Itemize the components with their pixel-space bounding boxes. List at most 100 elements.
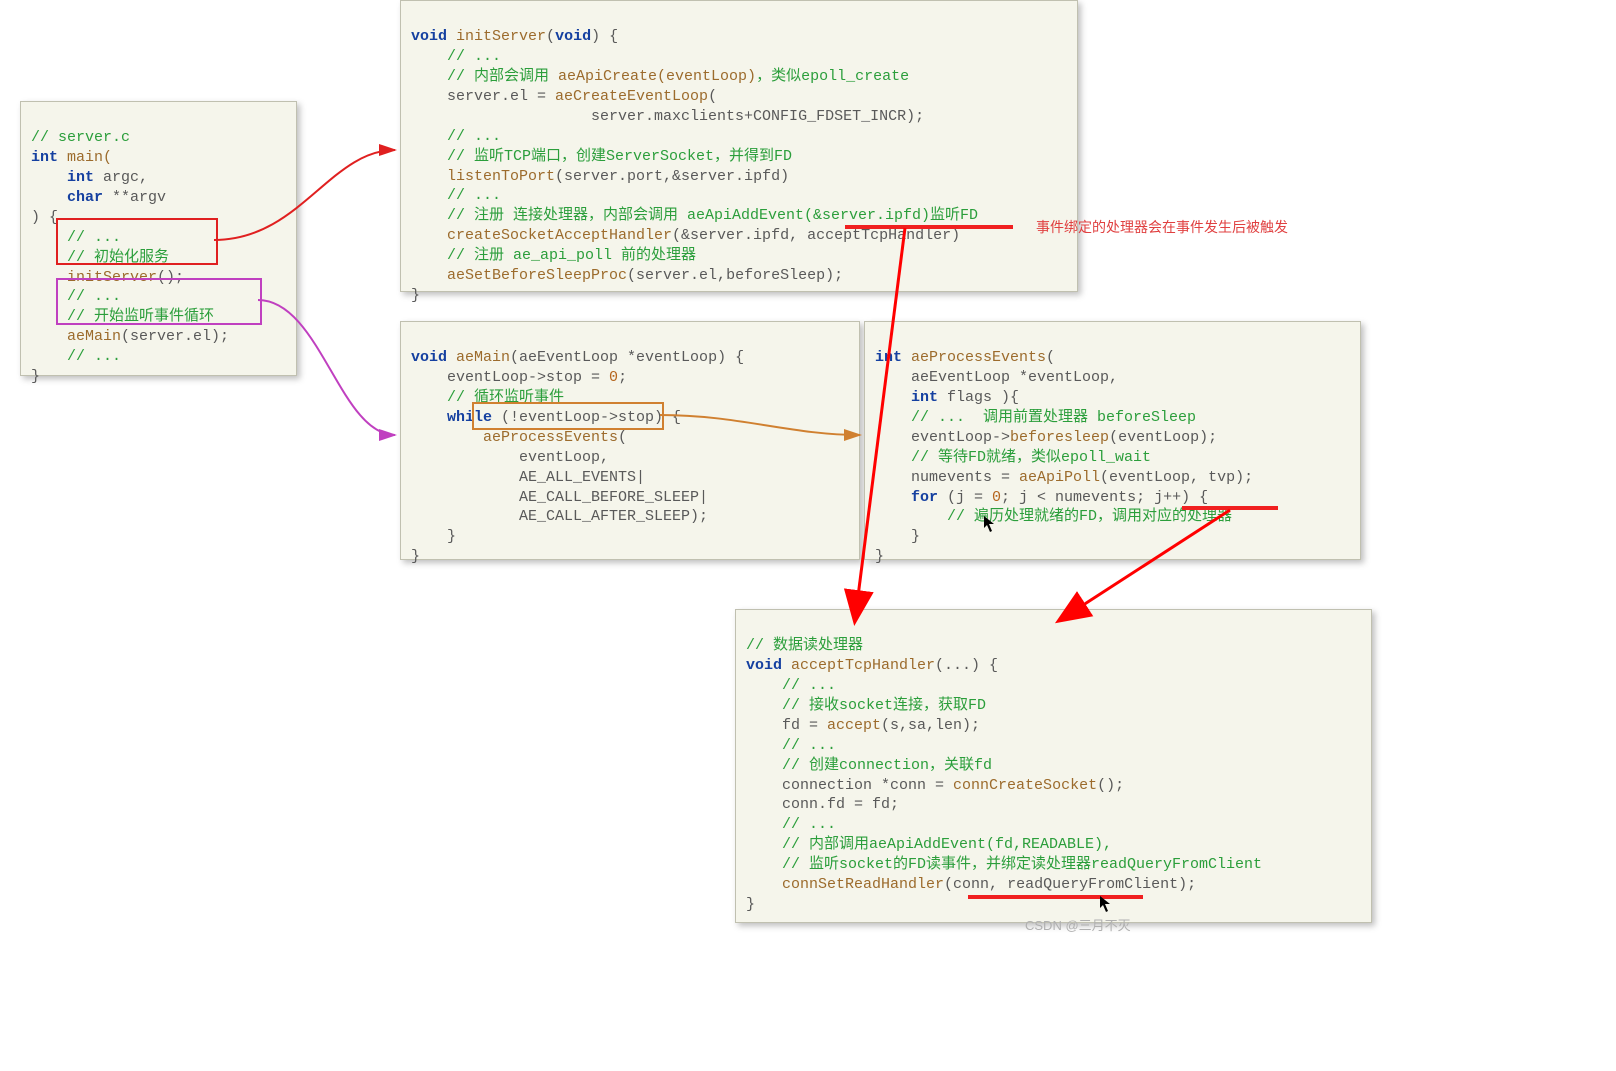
- code-text: (server.el,beforeSleep);: [627, 267, 843, 284]
- code-text: ): [951, 227, 960, 244]
- code-text: argc,: [94, 169, 148, 186]
- code-text: // ...: [746, 677, 836, 694]
- code-text: eventLoop,: [411, 449, 609, 466]
- underline-handler: [1182, 506, 1278, 510]
- code-text: connSetReadHandler: [746, 876, 944, 893]
- code-text: // 等待FD就绪，类似epoll_wait: [875, 449, 1151, 466]
- code-text: AE_CALL_BEFORE_SLEEP|: [411, 489, 708, 506]
- code-text: (eventLoop);: [1109, 429, 1217, 446]
- code-text: ，类似epoll_create: [756, 68, 909, 85]
- code-text: aeMain: [31, 328, 121, 345]
- code-text: (...) {: [935, 657, 998, 674]
- code-text: void: [411, 349, 447, 366]
- highlight-purple-box: [56, 278, 262, 325]
- code-text: (s,sa,len);: [881, 717, 980, 734]
- code-text: connection *conn =: [746, 777, 953, 794]
- code-text: server.el =: [411, 88, 555, 105]
- code-text: }: [411, 287, 420, 304]
- code-text: conn.fd = fd;: [746, 796, 899, 813]
- code-text: int: [31, 169, 94, 186]
- code-box-aeprocessevents: int aeProcessEvents( aeEventLoop *eventL…: [864, 321, 1361, 560]
- code-text: (: [546, 28, 555, 45]
- underline-accepttcphandler: [845, 225, 1013, 229]
- code-text: // ...: [746, 816, 836, 833]
- code-text: server.maxclients+CONFIG_FDSET_INCR);: [411, 108, 924, 125]
- code-text: listenToPort: [411, 168, 555, 185]
- code-text: (server.port,&server.ipfd): [555, 168, 789, 185]
- underline-readqueryfromclient: [968, 895, 1143, 899]
- code-text: }: [31, 368, 40, 385]
- code-text: (: [708, 88, 717, 105]
- code-text: acceptTcpHandler: [782, 657, 935, 674]
- code-text: (server.el);: [121, 328, 229, 345]
- code-text: }: [875, 548, 884, 565]
- code-text: 0: [992, 489, 1001, 506]
- code-text: int: [31, 149, 58, 166]
- code-text: aeEventLoop *eventLoop,: [875, 369, 1118, 386]
- code-text: aeMain: [447, 349, 510, 366]
- code-text: }: [875, 528, 920, 545]
- code-text: **argv: [103, 189, 166, 206]
- code-text: // ...: [411, 187, 501, 204]
- code-text: // 创建connection，关联fd: [746, 757, 992, 774]
- code-text: aeProcessEvents: [411, 429, 618, 446]
- code-text: aeProcessEvents: [902, 349, 1046, 366]
- code-text: AE_ALL_EVENTS|: [411, 469, 645, 486]
- code-text: (j =: [938, 489, 992, 506]
- code-text: aeApiCreate(eventLoop): [558, 68, 756, 85]
- code-box-aemain: void aeMain(aeEventLoop *eventLoop) { ev…: [400, 321, 860, 560]
- code-text: main(: [58, 149, 112, 166]
- highlight-red-box: [56, 218, 218, 265]
- code-text: (: [1046, 349, 1055, 366]
- code-text: void: [555, 28, 591, 45]
- code-text: initServer: [447, 28, 546, 45]
- code-text: // 监听TCP端口，创建ServerSocket，并得到FD: [411, 148, 792, 165]
- code-text: beforesleep: [1010, 429, 1109, 446]
- code-text: AE_CALL_AFTER_SLEEP);: [411, 508, 708, 525]
- code-text: aeSetBeforeSleepProc: [411, 267, 627, 284]
- code-text: // ... 调用前置处理器 beforeSleep: [875, 409, 1196, 426]
- code-text: char: [31, 189, 103, 206]
- code-text: // 接收socket连接，获取FD: [746, 697, 986, 714]
- highlight-orange-box: [472, 402, 664, 430]
- code-text: eventLoop->: [875, 429, 1010, 446]
- code-text: // ...: [746, 737, 836, 754]
- code-text: (eventLoop, tvp);: [1100, 469, 1253, 486]
- code-text: ();: [1097, 777, 1124, 794]
- code-text: numevents =: [875, 469, 1019, 486]
- code-text: int: [875, 389, 938, 406]
- code-text: (aeEventLoop *eventLoop) {: [510, 349, 744, 366]
- code-text: accept: [827, 717, 881, 734]
- code-text: ;: [618, 369, 627, 386]
- code-text: aeApiPoll: [1019, 469, 1100, 486]
- code-text: flags ){: [938, 389, 1019, 406]
- annotation-text: 事件绑定的处理器会在事件发生后被触发: [1036, 217, 1288, 237]
- code-text: (&server.ipfd,: [672, 227, 807, 244]
- code-text: // 内部会调用: [411, 68, 558, 85]
- code-text: // server.c: [31, 129, 130, 146]
- watermark-text: CSDN @三月不灭: [1025, 915, 1131, 934]
- code-text: ; j < numevents; j++) {: [1001, 489, 1208, 506]
- code-text: readQueryFromClient: [1007, 876, 1178, 893]
- code-text: );: [1178, 876, 1196, 893]
- code-text: // 注册 ae_api_poll 前的处理器: [411, 247, 696, 264]
- code-text: aeCreateEventLoop: [555, 88, 708, 105]
- code-text: // 注册 连接处理器，内部会调用 aeApiAddEvent(&server.…: [411, 207, 978, 224]
- code-text: // 遍历处理就绪的FD，调用对应的处理器: [875, 508, 1232, 525]
- code-text: ) {: [591, 28, 618, 45]
- code-text: }: [746, 896, 755, 913]
- code-text: }: [411, 528, 456, 545]
- code-text: // 内部调用aeApiAddEvent(fd,READABLE),: [746, 836, 1112, 853]
- code-text: (: [618, 429, 627, 446]
- code-text: fd =: [746, 717, 827, 734]
- code-text: connCreateSocket: [953, 777, 1097, 794]
- code-text: // ...: [31, 348, 121, 365]
- code-text: createSocketAcceptHandler: [411, 227, 672, 244]
- code-text: 0: [609, 369, 618, 386]
- code-box-initserver: void initServer(void) { // ... // 内部会调用 …: [400, 0, 1078, 292]
- code-text: // 数据读处理器: [746, 637, 863, 654]
- code-text: }: [411, 548, 420, 565]
- code-text: // 监听socket的FD读事件，并绑定读处理器readQueryFromCl…: [746, 856, 1262, 873]
- code-text: eventLoop->stop =: [411, 369, 609, 386]
- code-text: for: [875, 489, 938, 506]
